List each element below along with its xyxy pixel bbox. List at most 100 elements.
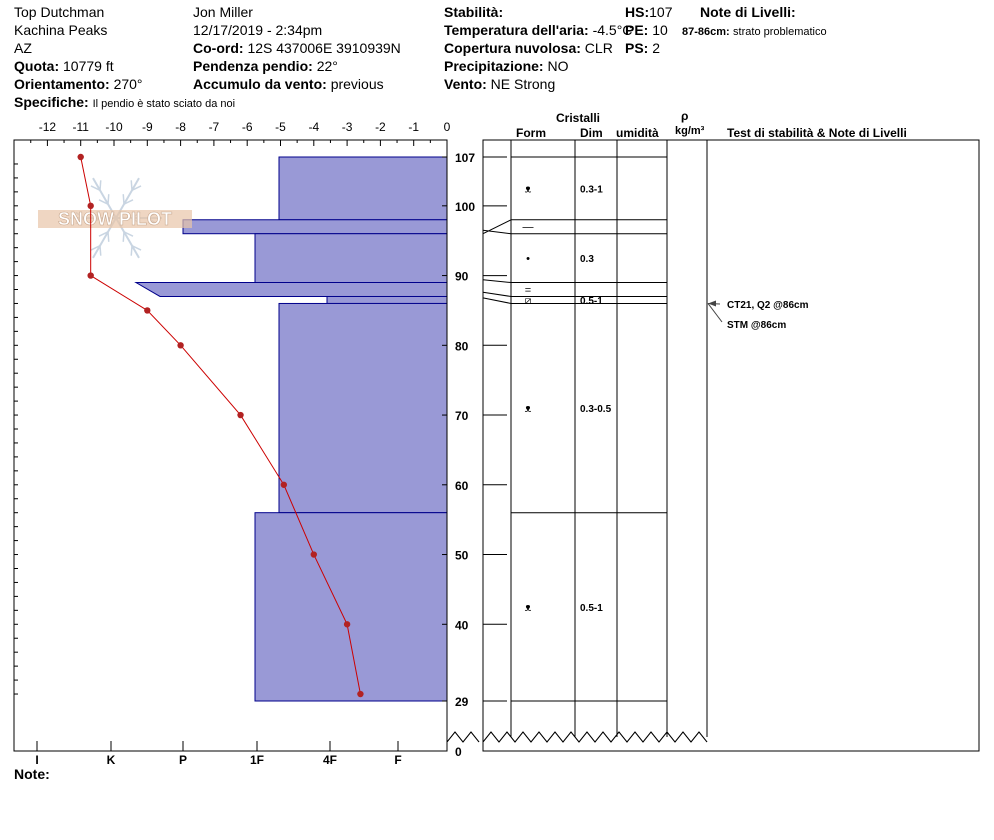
layer-connector <box>482 219 512 235</box>
temperature-profile <box>77 153 364 698</box>
dim-header: Dim <box>580 126 603 140</box>
hardness-layer-3 <box>134 282 448 297</box>
snowflake-branch <box>99 245 102 256</box>
layer-connector <box>482 297 512 304</box>
hardness-layer-0 <box>278 156 448 221</box>
hardness-axis: I K P 1F 4F F <box>35 741 402 767</box>
temp-tick-label: -5 <box>275 120 286 134</box>
wind-row: Vento: NE Strong <box>444 76 555 92</box>
slope-row: Pendenza pendio: 22° <box>193 58 338 74</box>
grain-form-symbol: — <box>523 222 534 234</box>
snowflake-branch <box>130 245 133 256</box>
temperature-point <box>237 411 244 419</box>
rho-header: ρ <box>681 109 689 123</box>
hs-value: 107 <box>649 4 673 20</box>
wind-loading-value: previous <box>330 76 384 92</box>
hardness-layers <box>134 156 448 702</box>
precip-value: NO <box>547 58 569 74</box>
right-frame <box>482 139 980 752</box>
depth-tick-label: 80 <box>455 339 469 353</box>
grain-form-symbol: ᴥ <box>525 403 532 415</box>
temp-tick-label: 0 <box>444 120 451 134</box>
ps-row: PS: 2 <box>625 40 660 56</box>
hardness-tick-label: 4F <box>323 753 337 767</box>
depth-tick-label: 40 <box>455 618 469 632</box>
layer-note-row: 87-86cm: strato problematico <box>682 23 827 40</box>
stability-notes-header: Test di stabilità & Note di Livelli <box>727 126 907 140</box>
depth-break-left-2 <box>446 731 480 743</box>
watermark-band <box>38 210 192 228</box>
layer-connector <box>482 229 512 235</box>
watermark-text: SNOW PILOT <box>58 209 172 229</box>
snowflake-branch <box>122 231 125 242</box>
layer-notes-label: Note di Livelli: <box>700 4 796 20</box>
temp-tick-label: -10 <box>105 120 123 134</box>
temp-tick-label: -12 <box>39 120 57 134</box>
temp-tick-label: -4 <box>308 120 319 134</box>
stability-arrow-icon <box>708 300 716 307</box>
air-temp-value: -4.5°C <box>592 22 633 38</box>
snowflake-branch <box>98 231 109 237</box>
snowflake-branch <box>122 194 125 205</box>
temperature-point <box>77 153 84 161</box>
depth-break-left <box>446 731 480 743</box>
pe-row: PE: 10 <box>625 22 668 38</box>
depth-break-right-2 <box>482 731 708 743</box>
hardness-tick-label: K <box>107 753 116 767</box>
hardness-layer-6 <box>254 512 448 702</box>
hardness-tick-label: I <box>35 753 38 767</box>
layer-connector <box>482 291 512 297</box>
layer-note-text: strato problematico <box>733 26 827 38</box>
temperature-point <box>310 551 317 558</box>
snowflake-branch <box>90 245 101 251</box>
elevation-value: 10779 ft <box>63 58 114 74</box>
coord-value: 12S 437006E 3910939N <box>247 40 401 56</box>
temp-tick-label: -8 <box>175 120 186 134</box>
snowflake-branch <box>123 231 134 237</box>
hardness-layer-4 <box>326 295 448 304</box>
temperature-point <box>87 202 94 210</box>
precip-row: Precipitazione: NO <box>444 58 568 74</box>
layer-connector <box>482 279 512 284</box>
hs-label: HS: <box>625 4 650 20</box>
temp-tick-label: -3 <box>342 120 353 134</box>
temperature-axis: -12 -11 -10 -9 -8 -7 -6 -5 -4 -3 -2 -1 0 <box>30 120 451 146</box>
stability-tests: CT21, Q2 @86cm STM @86cm <box>707 300 809 331</box>
wind-value: NE Strong <box>490 76 556 92</box>
location-name: Top Dutchman <box>14 4 105 20</box>
hardness-tick-label: F <box>394 753 401 767</box>
snowflake-branch <box>98 199 109 205</box>
hardness-layer-1 <box>182 219 448 235</box>
snowflake-branch <box>123 199 134 205</box>
temperature-point <box>280 481 288 488</box>
hardness-tick-label: P <box>179 753 187 767</box>
grain-form-symbol: ᴥ <box>525 602 532 614</box>
specifics-row: Specifiche: Il pendio è stato sciato da … <box>14 94 235 112</box>
temp-tick-label: -7 <box>209 120 220 134</box>
wind-loading-row: Accumulo da vento: previous <box>193 76 384 92</box>
air-temp-row: Temperatura dell'aria: -4.5°C <box>444 22 632 38</box>
cloud-value: CLR <box>584 40 613 56</box>
snowflake-branch <box>131 245 142 251</box>
depth-tick-label: 107 <box>455 151 475 165</box>
hardness-layer-2 <box>254 233 448 284</box>
note-label: Note: <box>14 766 50 782</box>
temperature-point <box>343 621 351 628</box>
pe-value: 10 <box>652 22 668 38</box>
coord-row: Co-ord: 12S 437006E 3910939N <box>193 40 401 56</box>
precip-label: Precipitazione: <box>444 58 544 74</box>
snowpilot-watermark: SNOW PILOT <box>38 177 192 259</box>
form-header: Form <box>516 126 546 140</box>
grain-form-symbol: ⧄ <box>525 295 532 307</box>
elevation-label: Quota: <box>14 58 60 74</box>
temp-tick-label: -11 <box>72 120 89 134</box>
elevation-row: Quota: 10779 ft <box>14 58 114 74</box>
depth-tick-label: 50 <box>455 549 469 563</box>
layer-table: ᴥ 0.3-1 — • 0.3 =⧄ 0.5-1 ᴥ 0.3-0.5 ᴥ 0.5-1 <box>482 140 708 737</box>
air-temp-label: Temperatura dell'aria: <box>444 22 589 38</box>
hs-row: HS:107 <box>625 4 672 20</box>
snowflake-branch <box>107 194 110 205</box>
temp-tick-label: -6 <box>242 120 253 134</box>
depth-tick-label: 70 <box>455 409 469 423</box>
temp-tick-label: -2 <box>375 120 386 134</box>
